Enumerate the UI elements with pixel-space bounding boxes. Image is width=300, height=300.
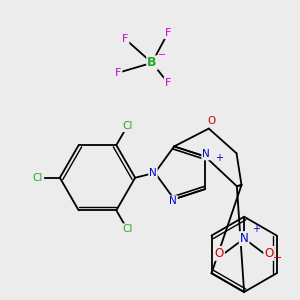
Text: N: N xyxy=(240,232,248,245)
Text: O: O xyxy=(215,247,224,260)
Text: Cl: Cl xyxy=(122,224,132,234)
Text: N: N xyxy=(169,196,177,206)
Text: F: F xyxy=(165,28,171,38)
Text: F: F xyxy=(165,78,171,88)
Text: Cl: Cl xyxy=(122,121,132,131)
Text: Cl: Cl xyxy=(33,173,43,183)
Text: −: − xyxy=(273,254,283,263)
Text: B: B xyxy=(147,56,157,69)
Text: +: + xyxy=(215,154,223,164)
Text: +: + xyxy=(252,224,260,234)
Text: F: F xyxy=(122,34,128,44)
Text: N: N xyxy=(202,149,210,160)
Text: F: F xyxy=(115,68,122,78)
Text: N: N xyxy=(149,168,157,178)
Text: O: O xyxy=(208,116,216,126)
Text: −: − xyxy=(158,50,166,60)
Text: O: O xyxy=(264,247,274,260)
